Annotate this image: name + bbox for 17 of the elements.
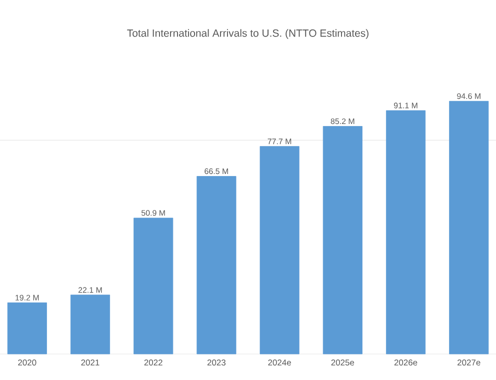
- x-tick-label: 2022: [144, 360, 162, 366]
- bar: [322, 126, 362, 354]
- x-tick-label: 2026e: [394, 360, 418, 366]
- bar: [449, 100, 489, 354]
- x-tick-label: 2023: [207, 360, 226, 366]
- x-tick-label: 2025e: [331, 360, 354, 366]
- bar: [260, 146, 300, 354]
- bar: [386, 110, 426, 354]
- x-tick-label: 2021: [81, 360, 100, 366]
- chart-title: Total International Arrivals to U.S. (NTTO Estimates): [127, 29, 368, 39]
- x-tick-label: 2020: [18, 360, 36, 366]
- x-tick-label: 2024e: [268, 360, 291, 366]
- bar: [7, 302, 47, 354]
- bar: [70, 294, 110, 354]
- x-tick-label: 2027e: [458, 360, 480, 366]
- bar: [134, 218, 174, 354]
- bar: [196, 176, 236, 354]
